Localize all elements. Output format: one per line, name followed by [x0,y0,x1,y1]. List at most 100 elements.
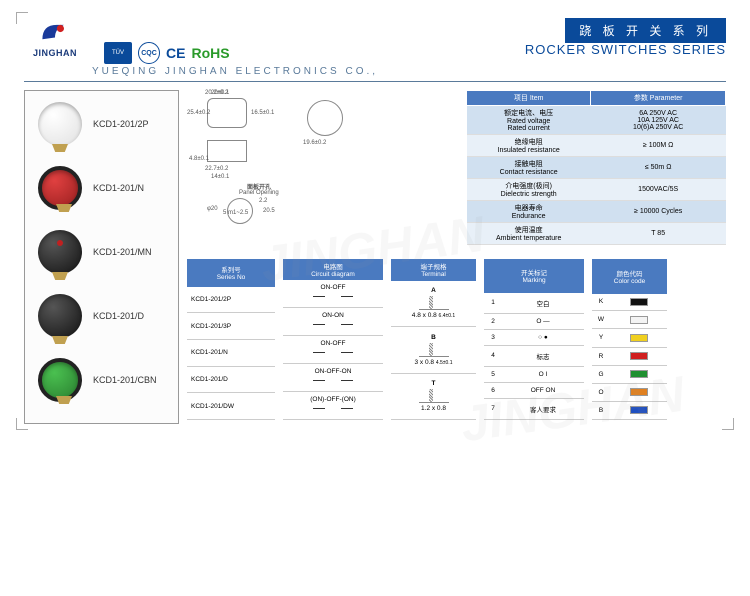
table-cell: KCD1-201/N [187,340,275,367]
table-cell: ON-ON [283,308,383,336]
drawing-round [307,100,343,136]
table-cell: 空白 [502,293,584,313]
table-cell: B3 x 0.8 4.5±0.1 [391,327,476,373]
divider [24,81,726,82]
th: Item [530,95,544,102]
switch-item: KCD1-201/D [31,289,172,343]
table-cell: KCD1-201/3P [187,313,275,340]
dim: 5 m1~2.5 [223,210,248,216]
spec-val: 1500VAC/5S [591,179,726,201]
dim: φ20 [207,206,218,212]
dim: 20±0.1 [211,90,229,96]
table-cell: ○ ● [502,329,584,345]
table-cell: T1.2 x 0.8 [391,373,476,419]
drawing-front [207,98,247,128]
spec-key: 接触电阻Contact resistance [467,157,591,179]
th: 端子规格 [395,261,472,271]
drawing-side [207,140,247,162]
switch-item: KCD1-201/MN [31,225,172,279]
table-cell: 6 [484,382,502,398]
table-cell: W [592,311,610,329]
certifications: TÜV CQC CE RoHS [104,42,230,64]
table-cell: 1 [484,293,502,313]
spec-val: 6A 250V AC10A 125V AC10(6)A 250V AC [591,106,726,135]
switch-image [31,289,89,343]
color-swatch [610,347,667,365]
th: 项目 [514,95,528,102]
table-cell: ON-OFF [283,280,383,308]
spec-val: ≥ 100M Ω [591,135,726,157]
circuit-table: 电路图Circuit diagram ON-OFFON-ONON-OFFON-O… [283,259,383,420]
color-swatch [610,294,667,311]
th: Parameter [650,95,683,102]
corner-mark [16,12,28,24]
spec-val: ≤ 50m Ω [591,157,726,179]
panel-label-en: Panel Opening [239,190,279,196]
company-line: YUEQING JINGHAN ELECTRONICS CO., [92,66,726,77]
dim: 19.6±0.2 [303,140,326,146]
switch-label: KCD1-201/2P [93,119,149,129]
cqc-badge: CQC [138,42,160,64]
corner-mark [16,418,28,430]
table-cell: 标志 [502,345,584,366]
switch-image [31,225,89,279]
table-cell: A4.8 x 0.8 6.4±0.1 [391,281,476,327]
table-cell: R [592,347,610,365]
dim: 20.5 [263,208,275,214]
dim: 2.2 [259,198,267,204]
color-swatch [610,401,667,419]
table-cell: ON-OFF-ON [283,364,383,392]
technical-drawings: 20.2±0.2 20±0.1 25.4±0.2 16.5±0.1 22.7±0… [187,90,456,210]
switch-image [31,97,89,151]
spec-val: ≥ 10000 Cycles [591,201,726,223]
th: Terminal [395,271,472,278]
spec-key: 绝缘电阻Insulated resistance [467,135,591,157]
table-cell: ON-OFF [283,336,383,364]
table-cell: G [592,365,610,383]
table-cell: O [592,383,610,401]
spec-key: 介电强度(极间)Dielectric strength [467,179,591,201]
spec-key: 额定电流、电压Rated voltageRated current [467,106,591,135]
table-cell: KCD1-201/DW [187,393,275,420]
th: 参数 [634,95,648,102]
th: Marking [488,277,580,284]
brand-logo: JINGHAN [24,18,86,64]
th: 颜色代码 [596,268,663,278]
table-cell: 客人要求 [502,398,584,419]
color-swatch [610,311,667,329]
spec-table: 项目 Item 参数 Parameter 额定电流、电压Rated voltag… [466,90,726,245]
switch-item: KCD1-201/N [31,161,172,215]
ce-badge: CE [166,45,185,61]
th: 开关标记 [488,267,580,277]
table-cell: Y [592,329,610,347]
switch-label: KCD1-201/MN [93,247,152,257]
color-swatch [610,383,667,401]
switch-label: KCD1-201/CBN [93,375,157,385]
series-title: ROCKER SWITCHES SERIES [525,42,726,57]
logo-mark-icon [37,18,73,48]
table-cell: KCD1-201/2P [187,287,275,313]
terminal-table: 端子规格Terminal A4.8 x 0.8 6.4±0.1B3 x 0.8 … [391,259,476,420]
color-swatch [610,329,667,347]
th: Color code [596,278,663,285]
dim: 4.8±0.1 [189,156,209,162]
switch-image [31,161,89,215]
table-cell: (ON)-OFF-(ON) [283,392,383,420]
series-banner-cn: 跷 板 开 关 系 列 [565,18,726,43]
product-list: KCD1-201/2P KCD1-201/N KCD1-201/MN KCD1-201… [24,90,179,424]
spec-val: T 85 [591,223,726,245]
switch-label: KCD1-201/N [93,183,144,193]
series-table: 系列号Series No KCD1-201/2PKCD1-201/3PKCD1-… [187,259,275,420]
marking-table: 开关标记Marking 1空白2O —3○ ●4标志5O I6OFF ON7客人… [484,259,584,420]
table-cell: 4 [484,345,502,366]
spec-key: 使用温度Ambient temperature [467,223,591,245]
table-cell: K [592,294,610,311]
tuv-badge: TÜV [104,42,132,64]
switch-item: KCD1-201/CBN [31,353,172,407]
table-cell: OFF ON [502,382,584,398]
dim: 14±0.1 [211,174,229,180]
th: Circuit diagram [287,271,379,278]
switch-label: KCD1-201/D [93,311,144,321]
table-cell: 2 [484,313,502,329]
table-cell: B [592,401,610,419]
